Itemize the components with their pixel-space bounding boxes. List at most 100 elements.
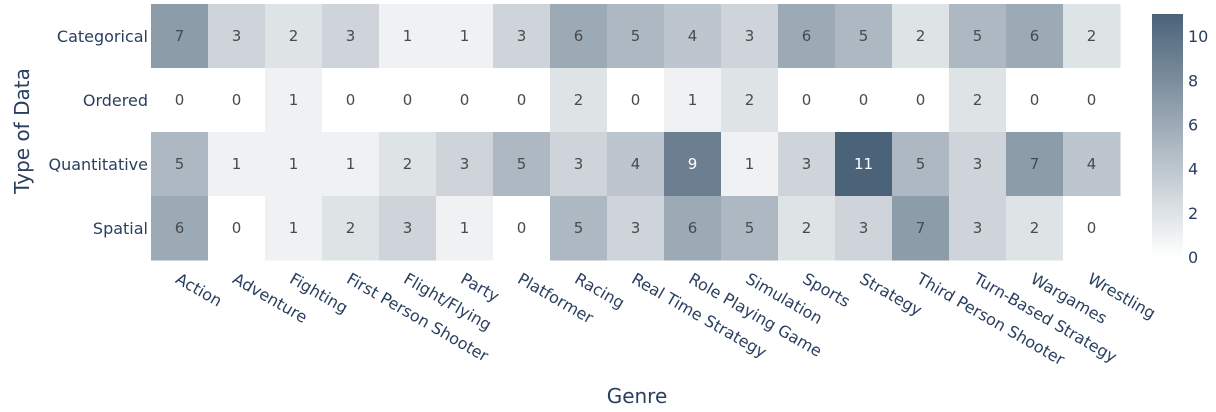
heatmap-cell-quantitative-strategy: [835, 132, 893, 197]
heatmap-cell-categorical-party: [436, 4, 494, 69]
heatmap-cell-quantitative-simulation: [721, 132, 779, 197]
colorbar-tick-10: 10: [1188, 27, 1208, 46]
heatmap-cell-spatial-simulation: [721, 196, 779, 261]
colorbar-gradient: [1152, 14, 1183, 257]
cell-value-label: 1: [289, 91, 299, 109]
heatmap-cell-labels: 7 3 2 3 1 1 3 6 5 4 3 6 5 2 5 6 20 0 1 0 0 0 0 2 0 1 2 0 0 0 2 0 05 1 1 1 2 3…: [175, 27, 1097, 237]
heatmap-cell-quantitative-role-playing-game: [664, 132, 722, 197]
cell-value-label: 3: [973, 219, 983, 237]
cell-value-label: 1: [289, 219, 299, 237]
colorbar-tick-4: 4: [1188, 160, 1198, 179]
cell-value-label: 0: [232, 91, 242, 109]
cell-value-label: 1: [688, 91, 698, 109]
cell-value-label: 1: [460, 219, 470, 237]
cell-value-label: 3: [802, 155, 812, 173]
heatmap-cell-categorical-first-person-shooter: [322, 4, 380, 69]
cell-value-label: 1: [289, 155, 299, 173]
cell-value-label: 3: [574, 155, 584, 173]
heatmap-cell-spatial-fighting: [265, 196, 323, 261]
heatmap-cell-categorical-strategy: [835, 4, 893, 69]
heatmap-cell-quantitative-action: [151, 132, 209, 197]
cell-value-label: 6: [688, 219, 698, 237]
heatmap-cell-categorical-platformer: [493, 4, 551, 69]
cell-value-label: 2: [403, 155, 413, 173]
cell-value-label: 0: [517, 219, 527, 237]
cell-value-label: 4: [1087, 155, 1097, 173]
heatmap-cells: [151, 4, 1121, 261]
heatmap-cell-categorical-action: [151, 4, 209, 69]
cell-value-label: 3: [745, 27, 755, 45]
heatmap-cell-spatial-wrestling: [1063, 196, 1121, 261]
heatmap-cell-categorical-fighting: [265, 4, 323, 69]
cell-value-label: 2: [289, 27, 299, 45]
heatmap-cell-ordered-wargames: [1006, 68, 1064, 133]
y-tick-spatial: Spatial: [93, 219, 148, 238]
cell-value-label: 9: [688, 155, 698, 173]
heatmap-cell-spatial-strategy: [835, 196, 893, 261]
y-axis-title: Type of Data: [10, 68, 34, 195]
cell-value-label: 3: [631, 219, 641, 237]
cell-value-label: 0: [232, 219, 242, 237]
heatmap-cell-spatial-first-person-shooter: [322, 196, 380, 261]
heatmap-cell-quantitative-sports: [778, 132, 836, 197]
heatmap-cell-ordered-fighting: [265, 68, 323, 133]
heatmap-cell-ordered-adventure: [208, 68, 266, 133]
heatmap-cell-ordered-first-person-shooter: [322, 68, 380, 133]
cell-value-label: 3: [232, 27, 242, 45]
heatmap-cell-quantitative-turn-based-strategy: [949, 132, 1007, 197]
cell-value-label: 1: [346, 155, 356, 173]
heatmap-cell-ordered-role-playing-game: [664, 68, 722, 133]
heatmap-cell-quantitative-wargames: [1006, 132, 1064, 197]
cell-value-label: 6: [802, 27, 812, 45]
cell-value-label: 2: [574, 91, 584, 109]
x-axis-title: Genre: [607, 384, 668, 408]
colorbar-tick-labels: 0 2 4 6 8 10: [1188, 27, 1208, 267]
cell-value-label: 0: [460, 91, 470, 109]
x-tick-strategy: Strategy: [857, 269, 926, 320]
heatmap-cell-spatial-third-person-shooter: [892, 196, 950, 261]
cell-value-label: 3: [517, 27, 527, 45]
heatmap-cell-quantitative-racing: [550, 132, 608, 197]
cell-value-label: 1: [403, 27, 413, 45]
cell-value-label: 2: [802, 219, 812, 237]
heatmap-cell-spatial-sports: [778, 196, 836, 261]
heatmap-cell-categorical-racing: [550, 4, 608, 69]
heatmap-cell-categorical-adventure: [208, 4, 266, 69]
cell-value-label: 5: [175, 155, 185, 173]
heatmap-cell-categorical-third-person-shooter: [892, 4, 950, 69]
heatmap-cell-ordered-third-person-shooter: [892, 68, 950, 133]
cell-value-label: 0: [916, 91, 926, 109]
heatmap-cell-categorical-real-time-strategy: [607, 4, 665, 69]
heatmap-cell-categorical-role-playing-game: [664, 4, 722, 69]
cell-value-label: 3: [859, 219, 869, 237]
cell-value-label: 0: [631, 91, 641, 109]
cell-value-label: 0: [403, 91, 413, 109]
cell-value-label: 4: [688, 27, 698, 45]
heatmap-cell-quantitative-flight-flying: [379, 132, 437, 197]
colorbar-tick-0: 0: [1188, 248, 1198, 267]
cell-value-label: 0: [1030, 91, 1040, 109]
cell-value-label: 7: [1030, 155, 1040, 173]
colorbar-tick-8: 8: [1188, 71, 1198, 90]
cell-value-label: 2: [1087, 27, 1097, 45]
heatmap-cell-ordered-platformer: [493, 68, 551, 133]
heatmap-cell-spatial-racing: [550, 196, 608, 261]
heatmap-cell-spatial-adventure: [208, 196, 266, 261]
y-axis-tick-labels: Categorical Ordered Quantitative Spatial: [48, 27, 148, 238]
cell-value-label: 2: [1030, 219, 1040, 237]
heatmap-cell-spatial-role-playing-game: [664, 196, 722, 261]
heatmap-cell-ordered-sports: [778, 68, 836, 133]
heatmap-cell-categorical-wargames: [1006, 4, 1064, 69]
heatmap-cell-ordered-flight-flying: [379, 68, 437, 133]
cell-value-label: 7: [916, 219, 926, 237]
heatmap-cell-categorical-flight-flying: [379, 4, 437, 69]
cell-value-label: 0: [346, 91, 356, 109]
heatmap-cell-ordered-real-time-strategy: [607, 68, 665, 133]
cell-value-label: 5: [916, 155, 926, 173]
cell-value-label: 1: [232, 155, 242, 173]
cell-value-label: 2: [346, 219, 356, 237]
heatmap-cell-quantitative-wrestling: [1063, 132, 1121, 197]
cell-value-label: 7: [175, 27, 185, 45]
